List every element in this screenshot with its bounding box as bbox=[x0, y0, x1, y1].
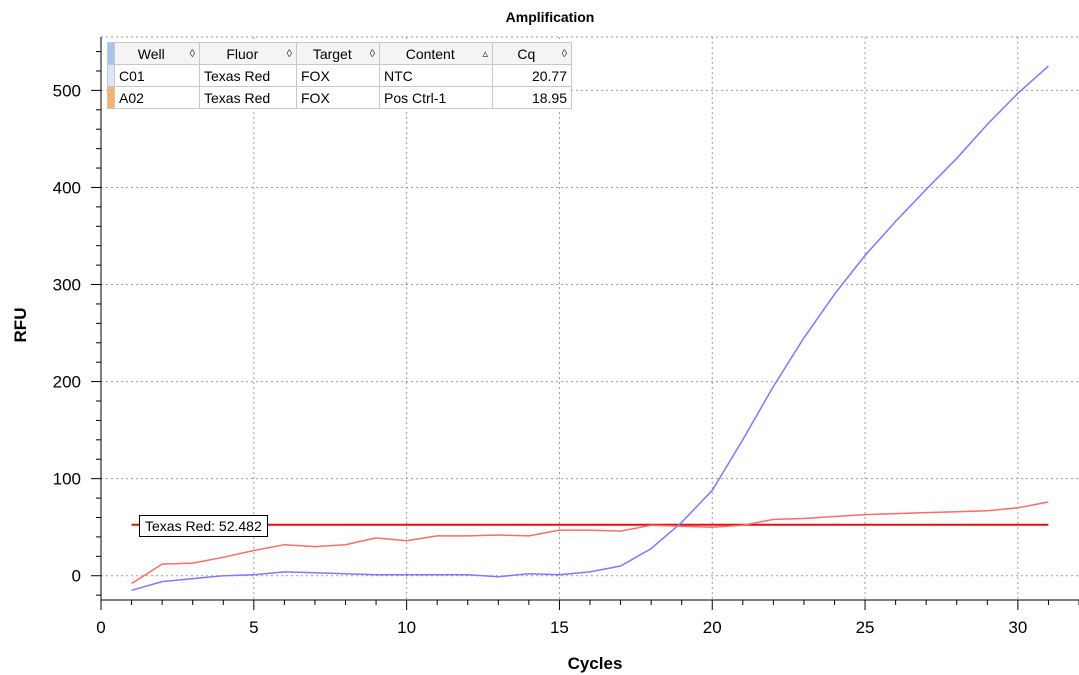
chart-title: Amplification bbox=[506, 9, 595, 25]
series-line-2 bbox=[131, 501, 1049, 585]
cell-content: NTC bbox=[379, 64, 493, 87]
y-tick-label: 0 bbox=[72, 567, 81, 586]
series-layer bbox=[131, 65, 1049, 592]
x-tick-label: 5 bbox=[249, 618, 258, 637]
threshold-label[interactable]: Texas Red: 52.482 bbox=[139, 515, 268, 537]
well-table: Well ◊ Fluor ◊ Target ◊ Content ▵ Cq ◊ C01 Te… bbox=[107, 42, 572, 109]
cell-target: FOX bbox=[296, 86, 380, 109]
row-marker bbox=[107, 86, 115, 109]
column-header-content[interactable]: Content ▵ bbox=[379, 42, 493, 65]
table-row[interactable]: C01 Texas Red FOX NTC 20.77 bbox=[107, 64, 572, 87]
sort-icon: ◊ bbox=[369, 47, 375, 60]
sort-ascending-icon: ▵ bbox=[482, 48, 488, 60]
cell-well: A02 bbox=[114, 86, 200, 109]
x-axis-title: Cycles bbox=[568, 654, 623, 673]
x-tick-label: 10 bbox=[397, 618, 416, 637]
y-tick-label: 300 bbox=[53, 276, 81, 295]
sort-icon: ◊ bbox=[561, 47, 567, 60]
column-header-well[interactable]: Well ◊ bbox=[114, 42, 200, 65]
y-tick-label: 400 bbox=[53, 178, 81, 197]
column-header-cq[interactable]: Cq ◊ bbox=[492, 42, 572, 65]
x-tick-label: 0 bbox=[96, 618, 105, 637]
x-tick-label: 15 bbox=[550, 618, 569, 637]
cell-content: Pos Ctrl-1 bbox=[379, 86, 493, 109]
well-table-header: Well ◊ Fluor ◊ Target ◊ Content ▵ Cq ◊ bbox=[107, 42, 572, 65]
cell-fluor: Texas Red bbox=[199, 64, 297, 87]
series-line-1 bbox=[131, 65, 1049, 592]
column-header-fluor[interactable]: Fluor ◊ bbox=[199, 42, 297, 65]
y-axis-title: RFU bbox=[11, 308, 30, 343]
sort-icon: ◊ bbox=[286, 47, 292, 60]
y-tick-label: 200 bbox=[53, 373, 81, 392]
row-marker bbox=[107, 64, 115, 87]
cell-cq: 20.77 bbox=[492, 64, 572, 87]
cell-fluor: Texas Red bbox=[199, 86, 297, 109]
x-tick-label: 30 bbox=[1008, 618, 1027, 637]
cell-cq: 18.95 bbox=[492, 86, 572, 109]
grid bbox=[101, 36, 1079, 600]
select-all-cell[interactable] bbox=[107, 42, 115, 65]
y-tick-label: 100 bbox=[53, 470, 81, 489]
x-tick-label: 25 bbox=[856, 618, 875, 637]
column-header-target[interactable]: Target ◊ bbox=[296, 42, 380, 65]
table-row[interactable]: A02 Texas Red FOX Pos Ctrl-1 18.95 bbox=[107, 86, 572, 109]
x-tick-label: 20 bbox=[703, 618, 722, 637]
sort-icon: ◊ bbox=[189, 47, 195, 60]
y-tick-label: 500 bbox=[53, 81, 81, 100]
cell-well: C01 bbox=[114, 64, 200, 87]
cell-target: FOX bbox=[296, 64, 380, 87]
